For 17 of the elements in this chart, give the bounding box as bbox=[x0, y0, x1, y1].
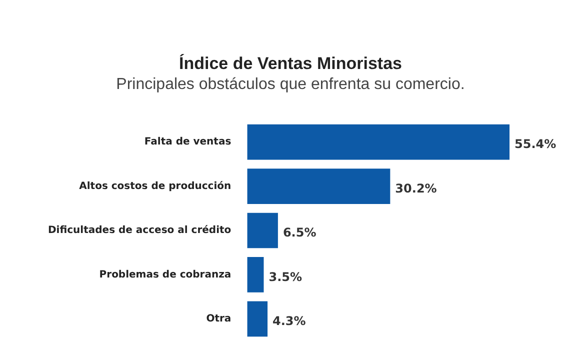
y-tick-label: Altos costos de producción bbox=[79, 180, 232, 192]
data-label: 30.2% bbox=[395, 181, 437, 196]
y-tick-label: Otra bbox=[206, 313, 232, 324]
y-tick-label: Problemas de cobranza bbox=[99, 269, 232, 280]
data-label: 3.5% bbox=[268, 270, 302, 284]
bar bbox=[247, 257, 264, 292]
chart-subtitle: Principales obstáculos que enfrenta su comercio. bbox=[115, 76, 466, 94]
data-label: 4.3% bbox=[272, 314, 306, 328]
y-tick-label: Dificultades de acceso al crédito bbox=[48, 225, 232, 236]
bar bbox=[247, 168, 390, 204]
bar bbox=[247, 212, 278, 248]
bar bbox=[247, 301, 268, 337]
y-tick-label: Falta de ventas bbox=[144, 136, 232, 148]
data-label: 55.4% bbox=[514, 137, 556, 152]
data-label: 6.5% bbox=[282, 226, 316, 240]
bar bbox=[247, 124, 510, 160]
chart-title: Índice de Ventas Minoristas bbox=[178, 54, 403, 74]
